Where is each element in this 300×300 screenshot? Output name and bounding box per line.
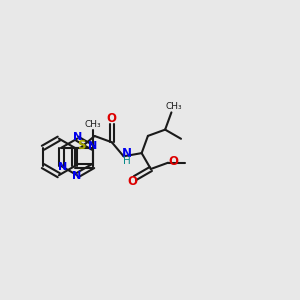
Text: N: N <box>72 171 81 181</box>
Text: CH₃: CH₃ <box>165 102 182 111</box>
Text: N: N <box>58 162 67 172</box>
Text: O: O <box>107 112 117 125</box>
Text: N: N <box>88 141 98 151</box>
Text: H: H <box>123 156 130 166</box>
Text: O: O <box>127 175 137 188</box>
Text: N: N <box>73 132 82 142</box>
Text: S: S <box>77 139 85 152</box>
Text: N: N <box>122 147 132 160</box>
Text: O: O <box>168 155 178 168</box>
Text: CH₃: CH₃ <box>85 120 101 129</box>
